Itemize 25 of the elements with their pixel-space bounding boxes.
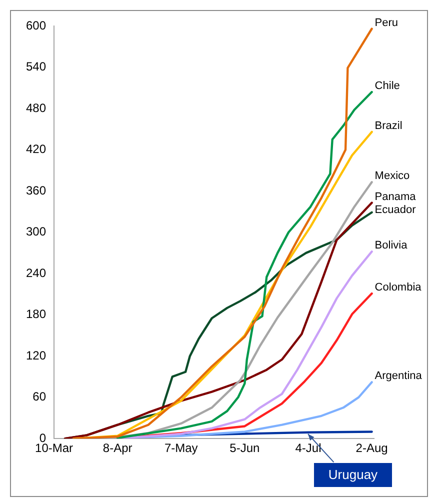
y-tick-label: 420 bbox=[26, 142, 46, 156]
x-tick-label: 7-May bbox=[164, 441, 198, 456]
text: Uruguay bbox=[314, 462, 392, 487]
series-label: Mexico bbox=[374, 170, 410, 182]
y-tick-label: 240 bbox=[26, 266, 46, 280]
series-label: Peru bbox=[374, 16, 398, 29]
series-label: Panama bbox=[374, 190, 417, 203]
y-tick-label: 360 bbox=[26, 183, 46, 198]
x-tick-label: 8-Apr bbox=[102, 441, 132, 456]
series-label: Argentina bbox=[374, 370, 423, 382]
series-label: Colombia bbox=[374, 282, 422, 294]
y-tick-label: 60 bbox=[32, 390, 46, 404]
series-label: Ecuador bbox=[374, 204, 416, 216]
series-label: Bolivia bbox=[374, 240, 408, 252]
x-tick-label: 5-Jun bbox=[230, 441, 260, 456]
y-tick-label: 180 bbox=[26, 307, 46, 322]
x-tick-label: 4-Jul bbox=[295, 441, 322, 456]
y-tick-label: 480 bbox=[26, 100, 46, 115]
y-tick-label: 120 bbox=[26, 348, 46, 362]
x-tick-label: 2-Aug bbox=[356, 441, 388, 456]
y-tick-label: 600 bbox=[26, 18, 46, 32]
y-tick-label: 540 bbox=[26, 60, 46, 74]
y-tick-label: 300 bbox=[26, 224, 46, 239]
series-label: Chile bbox=[374, 80, 400, 92]
series-label: Brazil bbox=[374, 120, 402, 132]
